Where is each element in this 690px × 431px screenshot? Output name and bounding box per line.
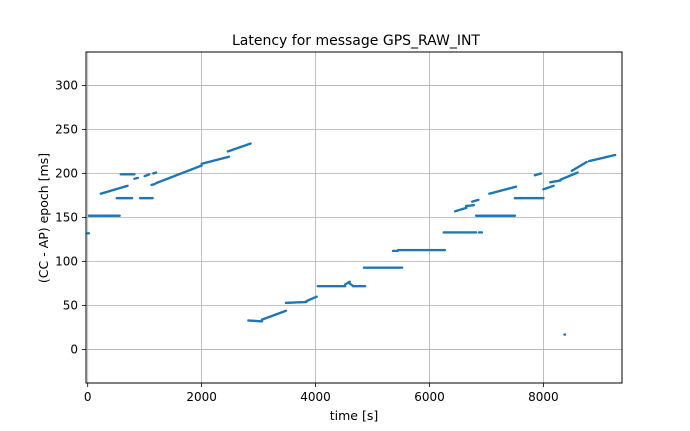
y-tick-label: 300 — [55, 78, 78, 92]
y-tick-label: 50 — [63, 299, 78, 313]
data-point — [136, 176, 140, 180]
data-point — [118, 214, 121, 217]
data-point — [363, 284, 367, 288]
x-axis-label: time [s] — [330, 408, 378, 423]
data-point — [443, 248, 447, 252]
y-tick-label: 150 — [55, 211, 78, 225]
chart-title: Latency for message GPS_RAW_INT — [232, 33, 480, 49]
data-point — [87, 232, 91, 235]
y-tick-label: 0 — [70, 343, 78, 357]
data-point — [477, 198, 480, 202]
data-point — [513, 214, 517, 217]
data-point — [576, 171, 579, 174]
data-points — [86, 142, 617, 336]
x-axis-ticks: 0 2000 4000 6000 8000 — [84, 383, 559, 404]
y-axis-label: (CC - AP) epoch [ms] — [36, 153, 51, 283]
x-tick-label: 6000 — [414, 390, 445, 404]
data-point — [552, 184, 555, 188]
data-point — [200, 164, 203, 167]
data-point — [348, 280, 351, 283]
y-tick-label: 200 — [55, 166, 78, 180]
data-point — [315, 295, 318, 298]
data-point — [148, 173, 151, 176]
y-axis-ticks: 0 50 100 150 200 250 300 — [55, 78, 86, 357]
data-point — [585, 160, 588, 164]
data-point — [472, 203, 476, 207]
y-tick-label: 250 — [55, 122, 78, 136]
x-tick-label: 0 — [84, 390, 92, 404]
data-point — [613, 153, 617, 157]
x-tick-label: 2000 — [186, 390, 217, 404]
data-point — [227, 155, 231, 158]
data-point — [260, 320, 264, 323]
data-point — [151, 196, 154, 200]
data-point — [284, 309, 288, 313]
x-tick-label: 4000 — [300, 390, 331, 404]
data-point — [400, 266, 404, 269]
data-point — [154, 171, 158, 174]
data-point — [130, 196, 134, 200]
data-point — [539, 172, 543, 175]
y-tick-label: 100 — [55, 255, 78, 269]
data-point — [563, 333, 567, 336]
x-tick-label: 8000 — [528, 390, 559, 404]
data-point — [133, 173, 136, 176]
data-point — [542, 196, 545, 200]
data-point — [480, 231, 484, 234]
data-point — [126, 184, 129, 188]
data-point — [249, 142, 252, 145]
data-point — [343, 284, 347, 288]
grid-lines — [86, 52, 622, 383]
data-point — [514, 185, 518, 188]
data-point — [474, 231, 478, 234]
